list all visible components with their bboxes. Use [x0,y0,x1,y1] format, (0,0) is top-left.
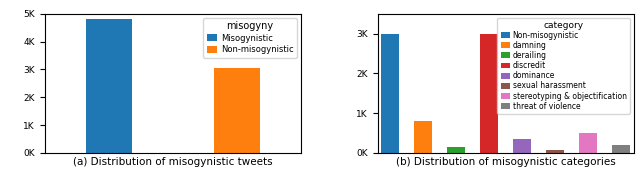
X-axis label: (b) Distribution of misogynistic categories: (b) Distribution of misogynistic categor… [396,157,616,167]
X-axis label: (a) Distribution of misogynistic tweets: (a) Distribution of misogynistic tweets [73,157,273,167]
Legend: Misogynistic, Non-misogynistic: Misogynistic, Non-misogynistic [203,18,296,58]
Bar [612,145,630,153]
Bar [86,19,132,153]
Bar [513,139,531,153]
Bar [480,34,498,153]
Bar [381,34,399,153]
Bar [414,121,432,153]
Bar [546,150,564,153]
Bar [579,133,597,153]
Legend: Non-misogynistic, damning, derailing, discredit, dominance, sexual harassment, s: Non-misogynistic, damning, derailing, di… [497,17,630,114]
Bar [214,68,260,153]
Bar [447,147,465,153]
